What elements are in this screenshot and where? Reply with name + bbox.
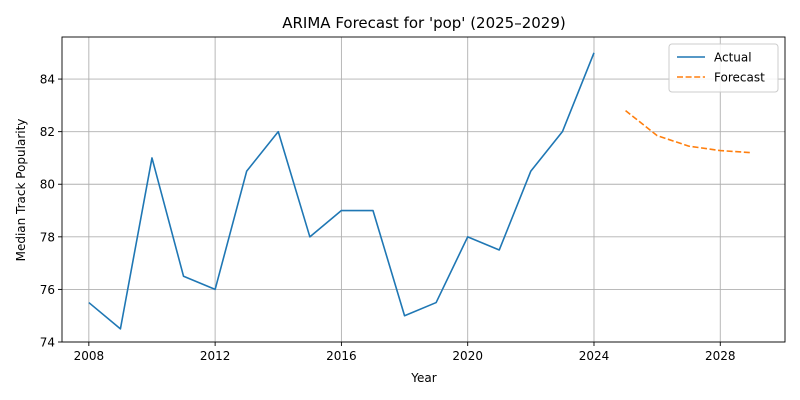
y-tick-label: 76 [40, 283, 55, 297]
x-tick-label: 2012 [200, 349, 231, 363]
chart-title: ARIMA Forecast for 'pop' (2025–2029) [282, 14, 566, 32]
x-axis-label: Year [410, 371, 436, 385]
x-tick-label: 2028 [705, 349, 736, 363]
y-tick-label: 80 [40, 178, 55, 192]
legend: Actual Forecast [668, 43, 779, 93]
x-axis: 2008 2012 2016 2020 2024 2028 [74, 342, 736, 363]
x-tick-label: 2008 [74, 349, 105, 363]
series-line-actual [88, 52, 595, 330]
x-tick-label: 2020 [452, 349, 483, 363]
x-tick-label: 2016 [326, 349, 357, 363]
y-tick-label: 84 [40, 73, 55, 87]
y-axis: 74 76 78 80 82 84 [40, 73, 62, 350]
y-axis-label: Median Track Popularity [14, 119, 28, 262]
series-layer [88, 52, 752, 330]
legend-label-forecast: Forecast [714, 71, 765, 85]
series-line-forecast [625, 109, 752, 154]
x-tick-label: 2024 [579, 349, 610, 363]
plot-frame [61, 36, 786, 343]
y-tick-label: 82 [40, 125, 55, 139]
y-tick-label: 74 [40, 336, 55, 350]
y-tick-label: 78 [40, 230, 55, 244]
legend-label-actual: Actual [714, 51, 752, 65]
legend-box [668, 43, 779, 93]
